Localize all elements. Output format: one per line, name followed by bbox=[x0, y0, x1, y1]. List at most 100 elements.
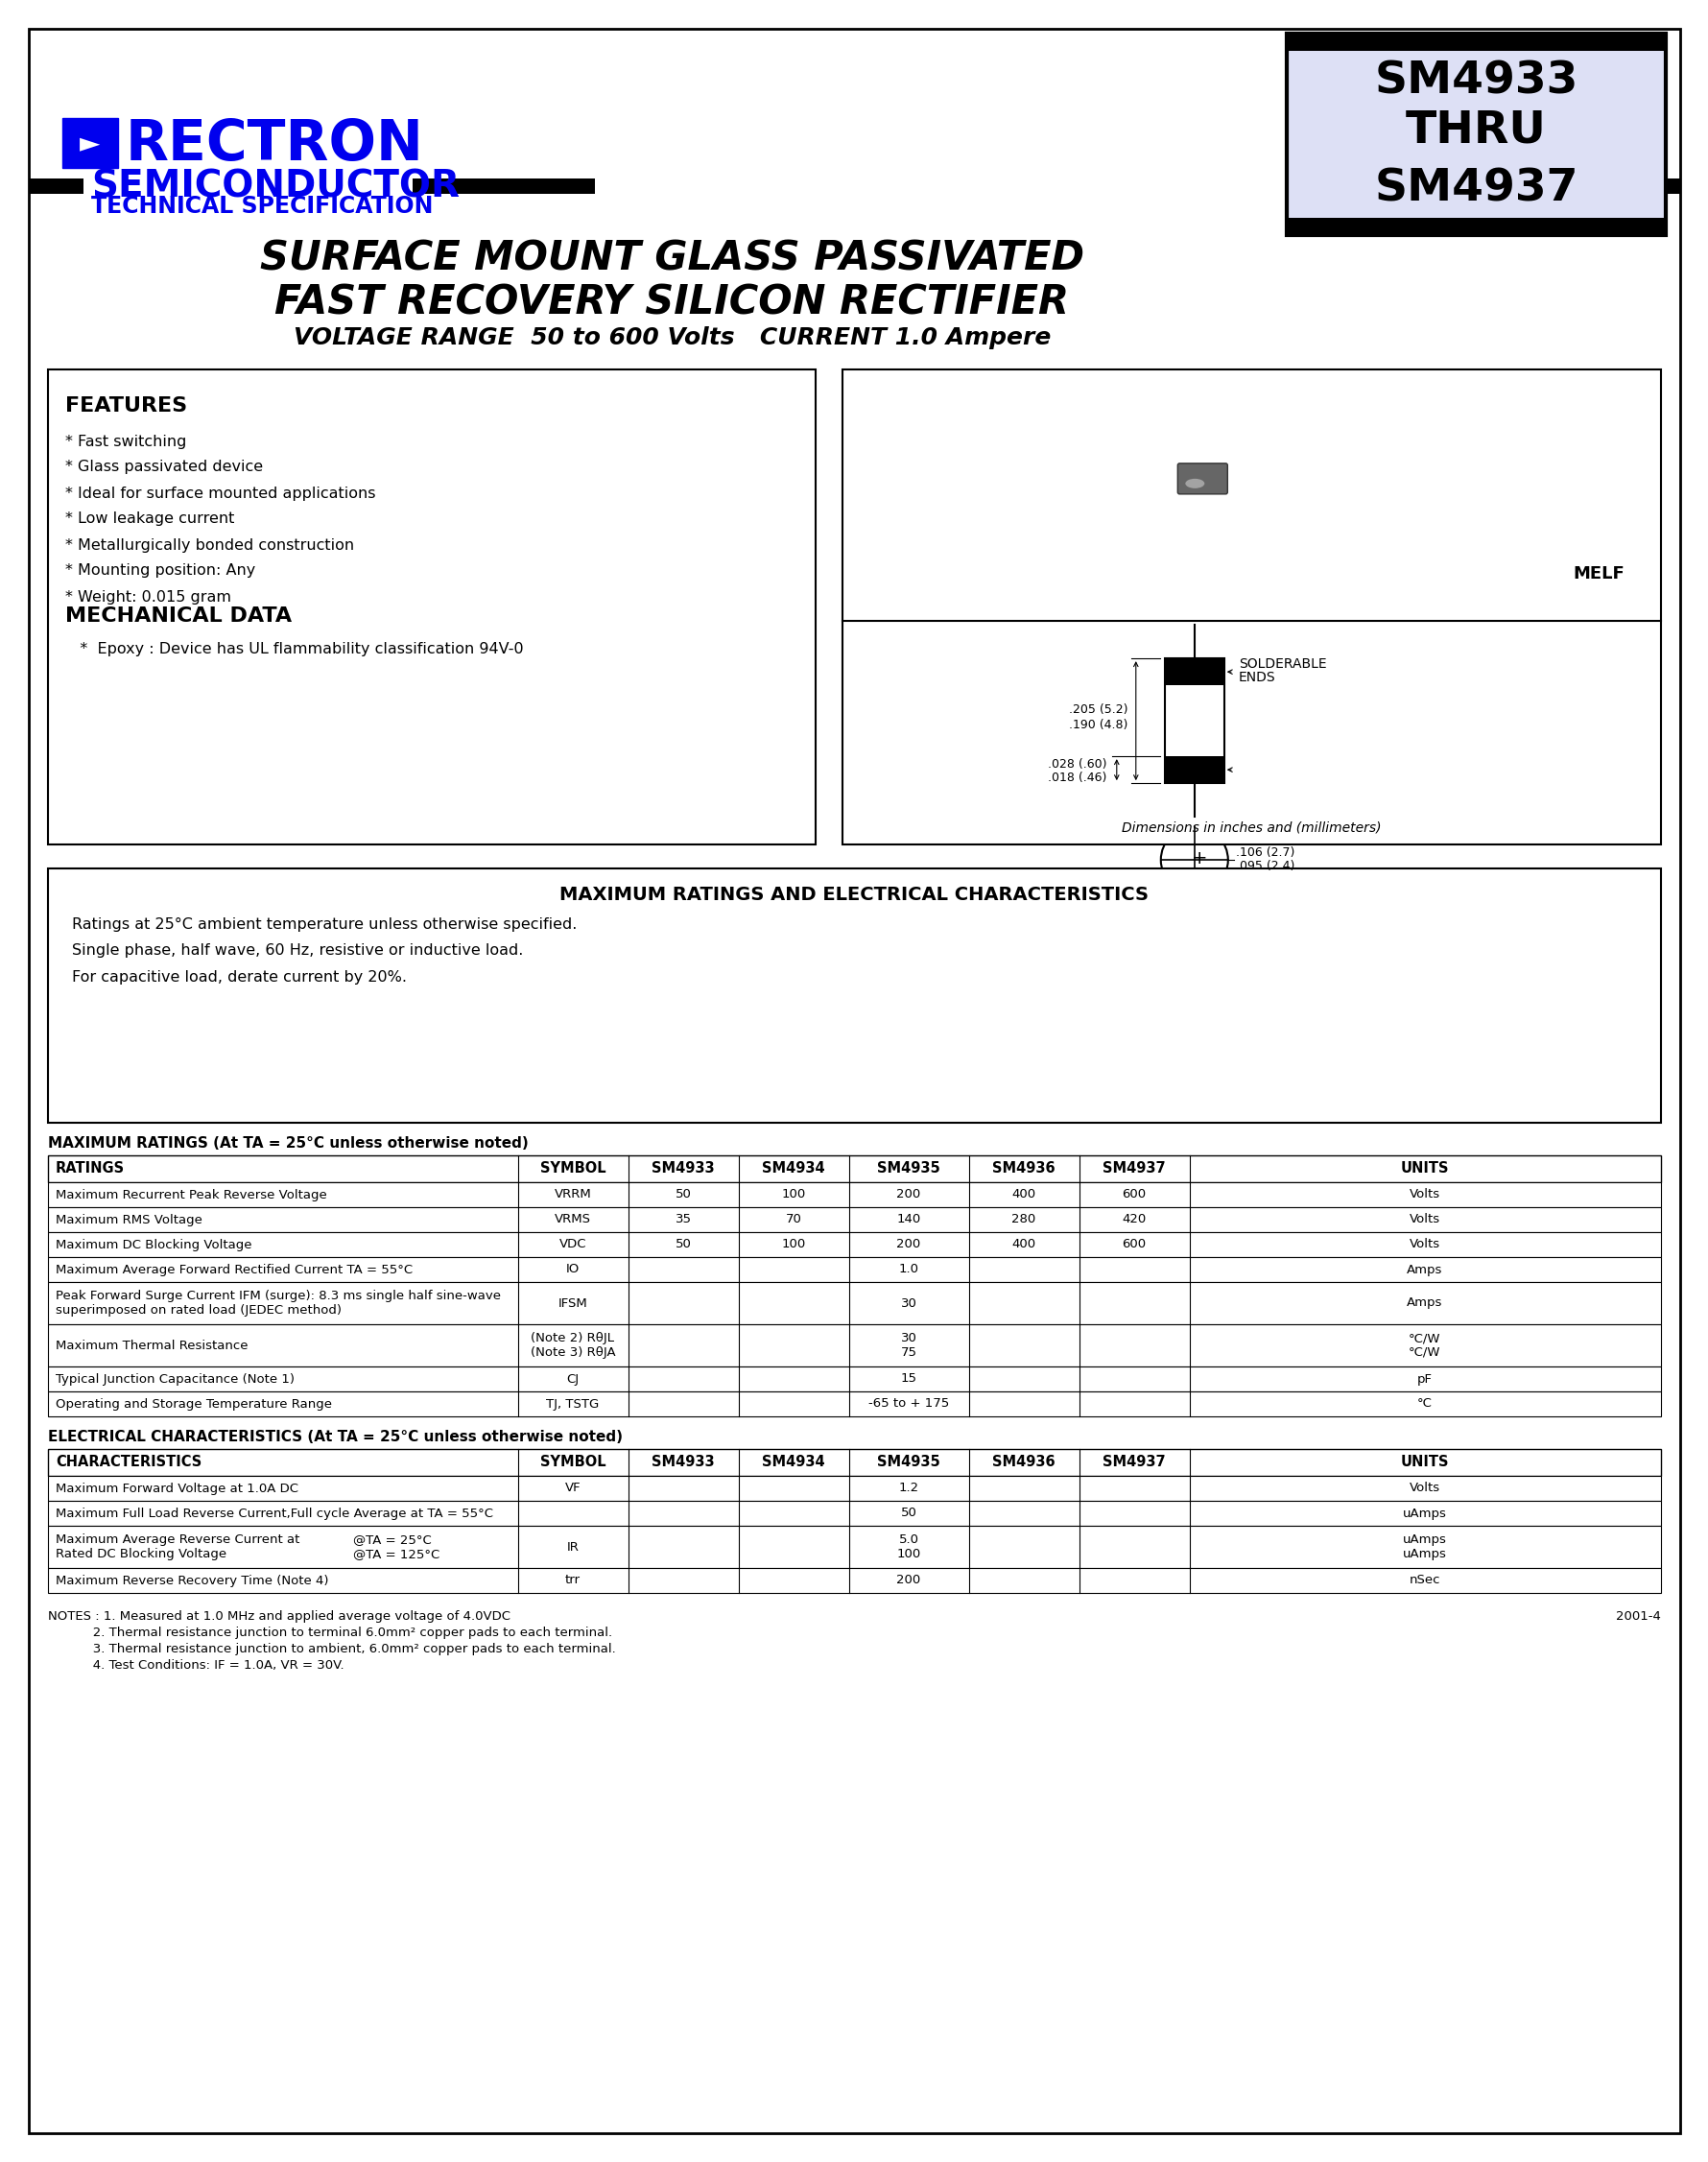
Text: Maximum Recurrent Peak Reverse Voltage: Maximum Recurrent Peak Reverse Voltage bbox=[56, 1189, 326, 1200]
Bar bbox=[1165, 659, 1223, 783]
Text: CJ: CJ bbox=[567, 1373, 579, 1386]
Text: 35: 35 bbox=[675, 1213, 692, 1226]
Text: IR: IR bbox=[567, 1542, 579, 1552]
Bar bbox=[48, 1206, 1660, 1232]
Text: 600: 600 bbox=[1122, 1239, 1146, 1252]
Text: FEATURES: FEATURES bbox=[65, 396, 188, 415]
Text: Rated DC Blocking Voltage: Rated DC Blocking Voltage bbox=[56, 1548, 227, 1561]
Text: SM4933: SM4933 bbox=[1373, 61, 1576, 104]
Bar bbox=[48, 1325, 1660, 1366]
Bar bbox=[48, 1449, 1660, 1477]
Text: 400: 400 bbox=[1011, 1239, 1035, 1252]
Text: IFSM: IFSM bbox=[559, 1297, 588, 1310]
Text: VRMS: VRMS bbox=[555, 1213, 591, 1226]
Bar bbox=[1665, 179, 1679, 195]
Text: 1.0: 1.0 bbox=[898, 1263, 919, 1276]
Text: SYMBOL: SYMBOL bbox=[540, 1161, 605, 1176]
Text: CHARACTERISTICS: CHARACTERISTICS bbox=[56, 1455, 202, 1470]
Text: SM4933: SM4933 bbox=[651, 1455, 714, 1470]
Text: * Fast switching: * Fast switching bbox=[65, 435, 186, 450]
Bar bbox=[48, 1183, 1660, 1206]
Text: RECTRON: RECTRON bbox=[126, 117, 424, 171]
Text: VRRM: VRRM bbox=[553, 1189, 591, 1200]
Text: VF: VF bbox=[565, 1483, 581, 1494]
Bar bbox=[48, 1477, 1660, 1500]
Text: 1.2: 1.2 bbox=[898, 1483, 919, 1494]
Text: Maximum Forward Voltage at 1.0A DC: Maximum Forward Voltage at 1.0A DC bbox=[56, 1483, 299, 1494]
Text: SM4933: SM4933 bbox=[651, 1161, 714, 1176]
Text: 280: 280 bbox=[1011, 1213, 1035, 1226]
Text: SM4937: SM4937 bbox=[1373, 166, 1576, 210]
Text: UNITS: UNITS bbox=[1401, 1161, 1448, 1176]
Text: Volts: Volts bbox=[1409, 1239, 1440, 1252]
Bar bbox=[1286, 35, 1665, 52]
Text: Amps: Amps bbox=[1406, 1263, 1442, 1276]
Text: Dimensions in inches and (millimeters): Dimensions in inches and (millimeters) bbox=[1122, 819, 1380, 835]
Text: Maximum RMS Voltage: Maximum RMS Voltage bbox=[56, 1213, 202, 1226]
Text: RATINGS: RATINGS bbox=[56, 1161, 125, 1176]
Bar bbox=[48, 1392, 1660, 1416]
Text: NOTES : 1. Measured at 1.0 MHz and applied average voltage of 4.0VDC: NOTES : 1. Measured at 1.0 MHz and appli… bbox=[48, 1611, 511, 1624]
Text: * Weight: 0.015 gram: * Weight: 0.015 gram bbox=[65, 590, 231, 603]
Text: 200: 200 bbox=[897, 1574, 921, 1587]
Bar bbox=[48, 370, 815, 845]
Text: uAmps: uAmps bbox=[1402, 1507, 1447, 1520]
Text: THRU: THRU bbox=[1406, 108, 1546, 151]
Text: 200: 200 bbox=[897, 1239, 921, 1252]
Text: Maximum Thermal Resistance: Maximum Thermal Resistance bbox=[56, 1338, 248, 1351]
Text: * Ideal for surface mounted applications: * Ideal for surface mounted applications bbox=[65, 486, 376, 499]
Ellipse shape bbox=[1185, 478, 1204, 489]
Text: SM4935: SM4935 bbox=[876, 1455, 939, 1470]
Text: °C/W: °C/W bbox=[1407, 1347, 1440, 1358]
Bar bbox=[48, 1567, 1660, 1593]
Text: * Low leakage current: * Low leakage current bbox=[65, 512, 234, 525]
Text: SYMBOL: SYMBOL bbox=[540, 1455, 605, 1470]
Text: TJ, TSTG: TJ, TSTG bbox=[547, 1397, 600, 1410]
Bar bbox=[61, 119, 118, 169]
Text: 100: 100 bbox=[781, 1239, 804, 1252]
Text: VOLTAGE RANGE  50 to 600 Volts   CURRENT 1.0 Ampere: VOLTAGE RANGE 50 to 600 Volts CURRENT 1.… bbox=[294, 326, 1050, 350]
Bar bbox=[1165, 659, 1223, 685]
Text: @TA = 125°C: @TA = 125°C bbox=[354, 1548, 439, 1561]
Text: 100: 100 bbox=[781, 1189, 804, 1200]
Bar bbox=[1286, 35, 1665, 236]
Text: @TA = 25°C: @TA = 25°C bbox=[354, 1533, 432, 1546]
Text: .106 (2.7): .106 (2.7) bbox=[1235, 845, 1295, 858]
Text: (Note 3) RθJA: (Note 3) RθJA bbox=[529, 1347, 615, 1358]
Text: 4. Test Conditions: IF = 1.0A, VR = 30V.: 4. Test Conditions: IF = 1.0A, VR = 30V. bbox=[48, 1658, 343, 1671]
Text: .095 (2.4): .095 (2.4) bbox=[1235, 860, 1295, 871]
Text: 70: 70 bbox=[786, 1213, 801, 1226]
Text: MAXIMUM RATINGS AND ELECTRICAL CHARACTERISTICS: MAXIMUM RATINGS AND ELECTRICAL CHARACTER… bbox=[560, 886, 1148, 904]
Text: MELF: MELF bbox=[1571, 564, 1624, 582]
Text: MECHANICAL DATA: MECHANICAL DATA bbox=[65, 608, 292, 625]
Text: Maximum Reverse Recovery Time (Note 4): Maximum Reverse Recovery Time (Note 4) bbox=[56, 1574, 328, 1587]
FancyBboxPatch shape bbox=[1177, 463, 1226, 495]
Text: °C: °C bbox=[1416, 1397, 1431, 1410]
Text: 30: 30 bbox=[900, 1297, 915, 1310]
Bar bbox=[1165, 757, 1223, 783]
Text: 140: 140 bbox=[897, 1213, 921, 1226]
Text: Peak Forward Surge Current IFM (surge): 8.3 ms single half sine-wave: Peak Forward Surge Current IFM (surge): … bbox=[56, 1291, 500, 1302]
Text: 400: 400 bbox=[1011, 1189, 1035, 1200]
Text: Operating and Storage Temperature Range: Operating and Storage Temperature Range bbox=[56, 1397, 331, 1410]
Text: Ratings at 25°C ambient temperature unless otherwise specified.: Ratings at 25°C ambient temperature unle… bbox=[72, 917, 577, 932]
Text: (Note 2) RθJL: (Note 2) RθJL bbox=[531, 1332, 615, 1345]
Text: MAXIMUM RATINGS (At TA = 25°C unless otherwise noted): MAXIMUM RATINGS (At TA = 25°C unless oth… bbox=[48, 1137, 528, 1150]
Text: SM4937: SM4937 bbox=[1102, 1161, 1165, 1176]
Text: Maximum Average Forward Rectified Current TA = 55°C: Maximum Average Forward Rectified Curren… bbox=[56, 1263, 413, 1276]
Text: trr: trr bbox=[565, 1574, 581, 1587]
Text: ►: ► bbox=[80, 130, 101, 156]
Text: Maximum Full Load Reverse Current,Full cycle Average at TA = 55°C: Maximum Full Load Reverse Current,Full c… bbox=[56, 1507, 494, 1520]
Text: Amps: Amps bbox=[1406, 1297, 1442, 1310]
Text: 5.0: 5.0 bbox=[898, 1533, 919, 1546]
Text: .018 (.46): .018 (.46) bbox=[1047, 772, 1107, 783]
Text: SM4936: SM4936 bbox=[992, 1161, 1056, 1176]
Text: Volts: Volts bbox=[1409, 1189, 1440, 1200]
Text: UNITS: UNITS bbox=[1401, 1455, 1448, 1470]
Text: IO: IO bbox=[565, 1263, 579, 1276]
Text: °C/W: °C/W bbox=[1407, 1332, 1440, 1345]
Bar bbox=[48, 1256, 1660, 1282]
Text: * Metallurgically bonded construction: * Metallurgically bonded construction bbox=[65, 538, 354, 551]
Text: For capacitive load, derate current by 20%.: For capacitive load, derate current by 2… bbox=[72, 971, 407, 986]
Bar bbox=[48, 1232, 1660, 1256]
